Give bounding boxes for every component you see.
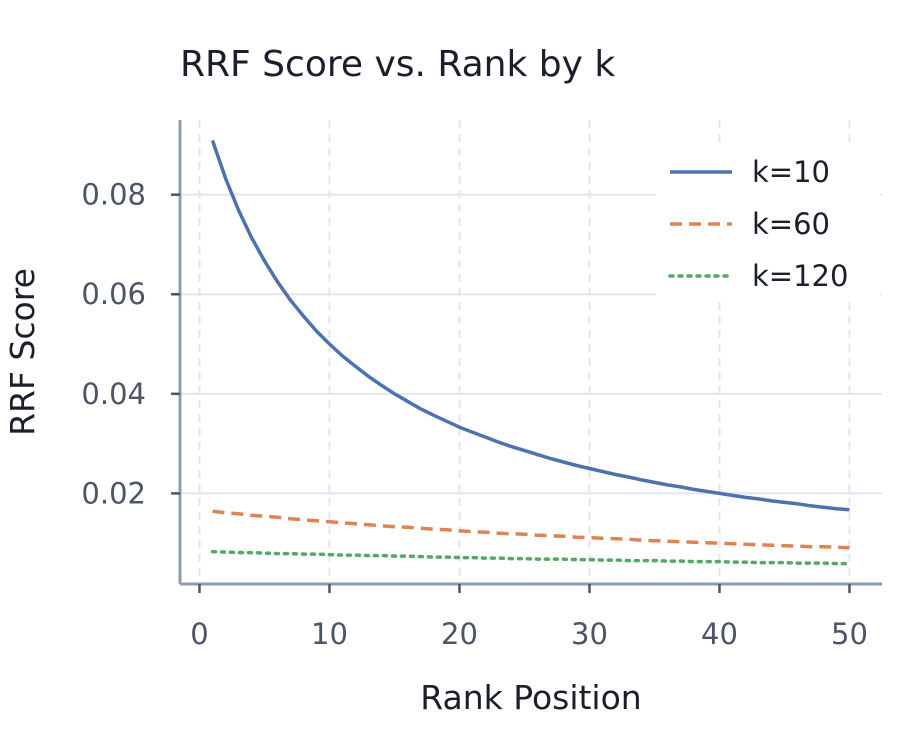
y-tick-label: 0.02 [81, 476, 146, 510]
x-tick-label: 20 [441, 617, 478, 651]
legend-label: k=10 [752, 155, 830, 189]
x-tick-label: 10 [311, 617, 348, 651]
x-tick-label: 0 [190, 617, 208, 651]
x-tick-label: 30 [571, 617, 608, 651]
legend-background [656, 142, 880, 302]
y-tick-label: 0.06 [81, 277, 146, 311]
x-tick-label: 50 [831, 617, 868, 651]
chart-title: RRF Score vs. Rank by k [180, 44, 615, 85]
series-lines [210, 139, 852, 566]
grid [180, 120, 882, 584]
legend: k=10 k=60 k=120 [656, 142, 880, 302]
y-tick-label: 0.08 [81, 178, 146, 212]
y-axis-label: RRF Score [3, 268, 42, 436]
legend-label: k=60 [752, 207, 830, 241]
series-line-k-60 [212, 509, 850, 550]
x-tick-label: 40 [701, 617, 738, 651]
axes [178, 120, 882, 586]
ticks: 0.02 0.04 0.06 0.08 0 10 20 30 40 50 [81, 178, 868, 651]
series-line-k-10 [210, 139, 850, 512]
y-tick-label: 0.04 [81, 377, 146, 411]
x-axis-label: Rank Position [420, 678, 641, 717]
legend-label: k=120 [752, 259, 848, 293]
series-line-k-120 [210, 549, 852, 566]
